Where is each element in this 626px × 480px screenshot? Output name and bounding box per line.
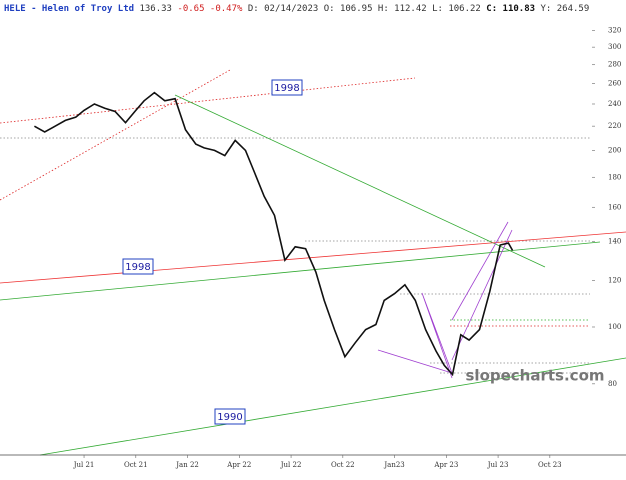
y-tick-label: 140 <box>608 237 621 245</box>
price-line <box>34 91 514 377</box>
annotation: 1990 <box>217 412 242 423</box>
channel <box>451 221 509 321</box>
y-tick-label: 80 <box>608 380 617 388</box>
annotation-box <box>122 258 154 275</box>
x-tick-label: Oct 22 <box>331 461 355 469</box>
y-tick-label: 160 <box>608 203 621 211</box>
ohlc: D: 02/14/2023 O: 106.95 H: 112.42 L: 106… <box>248 4 481 14</box>
x-tick-label: Jul 22 <box>280 461 302 469</box>
symbol: HELE - Helen of Troy Ltd <box>4 4 134 14</box>
close: C: 110.83 <box>486 4 535 14</box>
y-tick-label: 280 <box>608 61 621 69</box>
channel <box>451 229 513 361</box>
wedge <box>377 292 453 379</box>
trend-line <box>0 241 601 301</box>
x-tick-label: Oct 23 <box>538 461 562 469</box>
y-tick-label: 220 <box>608 122 621 130</box>
change-pct: -0.47% <box>210 4 243 14</box>
y-tick-label: 120 <box>608 277 621 285</box>
x-tick-label: Jul 21 <box>73 461 95 469</box>
y-tick-label: 240 <box>608 100 621 108</box>
x-tick-label: Jan23 <box>383 461 404 469</box>
x-tick-label: Apr 22 <box>226 461 251 469</box>
trend-line <box>0 231 626 284</box>
trend-line <box>0 77 416 124</box>
annotation-box <box>214 408 246 425</box>
trend-line <box>174 94 546 268</box>
annotation: 1998 <box>125 262 150 273</box>
watermark: slopecharts.com <box>466 367 605 385</box>
x-tick-label: Jul 23 <box>487 461 509 469</box>
y-tick-label: 200 <box>608 146 621 154</box>
change: -0.65 <box>177 4 204 14</box>
annotation: 1998 <box>274 83 299 94</box>
x-tick-label: Oct 21 <box>124 461 148 469</box>
y-tick-label: 180 <box>608 173 621 181</box>
annotation-box <box>271 79 303 96</box>
trend-lines <box>0 94 626 456</box>
y-tick-label: 320 <box>608 27 621 35</box>
last: 136.33 <box>139 4 172 14</box>
trend-line <box>39 357 626 456</box>
y-tick-label: 100 <box>608 323 621 331</box>
x-tick-label: Apr 23 <box>433 461 458 469</box>
year: Y: 264.59 <box>540 4 589 14</box>
header: HELE - Helen of Troy Ltd 136.33 -0.65 -0… <box>4 4 589 14</box>
y-tick-label: 300 <box>608 43 621 51</box>
x-tick-label: Jan 22 <box>175 461 199 469</box>
levels <box>0 69 590 374</box>
y-tick-label: 260 <box>608 80 621 88</box>
